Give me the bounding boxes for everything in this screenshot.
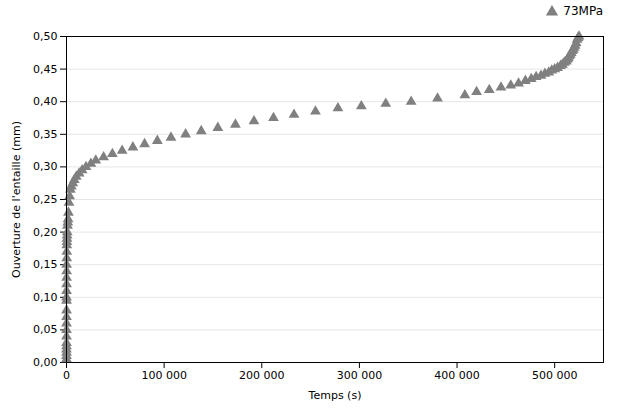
svg-text:0,45: 0,45 bbox=[33, 63, 58, 76]
svg-text:0,15: 0,15 bbox=[33, 258, 58, 271]
svg-text:0,30: 0,30 bbox=[33, 160, 58, 173]
svg-text:200 000: 200 000 bbox=[239, 369, 285, 382]
svg-text:Ouverture de l'entaille (mm): Ouverture de l'entaille (mm) bbox=[10, 121, 23, 278]
svg-text:0,25: 0,25 bbox=[33, 193, 58, 206]
svg-text:0,20: 0,20 bbox=[33, 226, 58, 239]
svg-text:0,10: 0,10 bbox=[33, 291, 58, 304]
svg-text:300 000: 300 000 bbox=[337, 369, 383, 382]
svg-text:0,50: 0,50 bbox=[33, 30, 58, 43]
svg-text:0,00: 0,00 bbox=[33, 356, 58, 369]
svg-text:0: 0 bbox=[63, 369, 70, 382]
svg-text:500 000: 500 000 bbox=[532, 369, 578, 382]
svg-text:100 000: 100 000 bbox=[141, 369, 187, 382]
svg-text:400 000: 400 000 bbox=[434, 369, 480, 382]
svg-text:0,35: 0,35 bbox=[33, 128, 58, 141]
html-text:73MPa: 73MPa bbox=[563, 4, 603, 18]
svg-text:Temps (s): Temps (s) bbox=[308, 389, 362, 402]
svg-text:0,05: 0,05 bbox=[33, 323, 58, 336]
svg-text:0,40: 0,40 bbox=[33, 95, 58, 108]
